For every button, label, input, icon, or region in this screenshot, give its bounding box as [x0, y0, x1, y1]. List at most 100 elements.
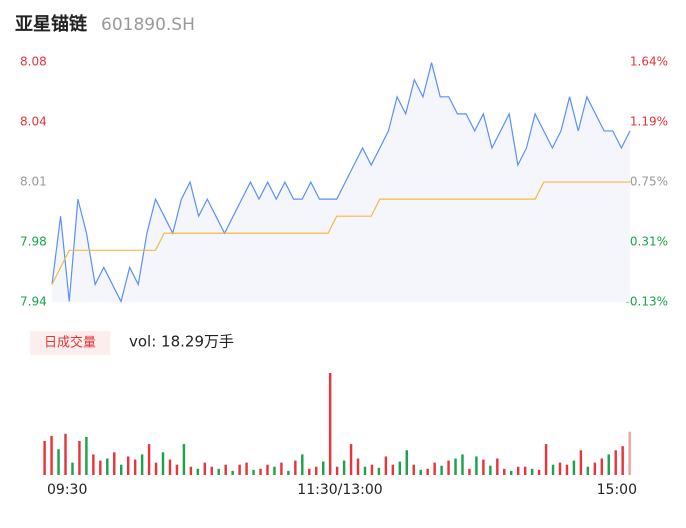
- volume-bar: [503, 468, 506, 475]
- volume-bar: [363, 466, 367, 475]
- volume-bar: [454, 458, 457, 475]
- volume-bar: [440, 465, 443, 475]
- volume-bar: [99, 460, 102, 475]
- volume-bar: [489, 465, 492, 475]
- volume-bar: [593, 462, 597, 475]
- volume-bar: [565, 464, 569, 475]
- volume-bar: [259, 468, 262, 475]
- volume-bar: [433, 462, 436, 475]
- volume-bar: [391, 464, 395, 475]
- volume-bar: [133, 459, 137, 475]
- volume-bar: [273, 466, 276, 475]
- volume-bar: [558, 462, 562, 475]
- volume-bar: [301, 454, 304, 475]
- volume-bar: [412, 464, 415, 475]
- x-tick-label: 09:30: [47, 482, 87, 498]
- volume-tag: 日成交量: [44, 335, 96, 351]
- volume-bar: [231, 470, 234, 475]
- y2-tick-label: 0.75%: [630, 175, 668, 189]
- volume-bar: [461, 454, 464, 475]
- volume-bar: [537, 469, 541, 475]
- volume-bar: [238, 464, 241, 475]
- volume-bar: [217, 468, 220, 475]
- volume-bar: [203, 462, 207, 475]
- price-line: [51, 62, 631, 304]
- y-tick-label: 8.01: [20, 175, 47, 189]
- y-tick-label: 8.08: [20, 55, 47, 69]
- volume-bar: [579, 450, 583, 475]
- volume-bar: [315, 466, 318, 475]
- volume-bar: [175, 464, 179, 475]
- y-tick-label: 7.98: [20, 234, 47, 248]
- volume-bar: [600, 458, 604, 475]
- y2-tick-label: 1.64%: [630, 55, 668, 69]
- volume-bar: [544, 444, 548, 475]
- volume-bar: [342, 460, 346, 475]
- volume-bar: [154, 462, 158, 475]
- volume-bar: [168, 459, 172, 475]
- volume-bar: [308, 468, 311, 475]
- volume-bar: [482, 459, 485, 475]
- y2-tick-label: 1.19%: [630, 115, 668, 129]
- y-tick-label: 8.04: [20, 115, 47, 129]
- volume-bar: [224, 464, 227, 475]
- volume-bar: [510, 470, 513, 475]
- volume-bar: [57, 449, 60, 475]
- volume-bar: [294, 460, 297, 475]
- volume-bar: [335, 466, 339, 475]
- volume-bar: [377, 467, 381, 475]
- volume-bar: [419, 469, 422, 475]
- volume-bar: [321, 461, 325, 475]
- volume-bar: [147, 444, 151, 475]
- y2-tick-label: 0.31%: [630, 235, 668, 249]
- y-tick-label: 7.94: [20, 295, 47, 309]
- volume-bar: [356, 458, 360, 475]
- volume-bar: [475, 456, 478, 475]
- volume-bar: [161, 452, 165, 475]
- volume-bar: [120, 464, 123, 475]
- volume-bar: [210, 466, 213, 475]
- volume-bar: [280, 462, 283, 475]
- volume-summary: vol: 18.29万手: [129, 333, 234, 351]
- volume-bar: [126, 456, 130, 475]
- volume-tag-bg: [30, 331, 110, 355]
- volume-bar: [140, 454, 144, 475]
- volume-bar: [384, 456, 388, 475]
- volume-bar: [551, 464, 555, 475]
- volume-bar: [92, 454, 95, 475]
- volume-bar: [106, 458, 109, 475]
- volume-bar: [287, 470, 290, 475]
- stock-code: 601890.SH: [101, 15, 195, 35]
- volume-bar: [523, 466, 527, 475]
- volume-bar: [516, 466, 520, 475]
- volume-bar: [43, 441, 46, 475]
- volume-bar: [252, 469, 255, 475]
- volume-bar: [196, 468, 200, 475]
- volume-bar: [530, 468, 534, 475]
- volume-bar: [50, 435, 53, 475]
- average-line: [51, 181, 630, 285]
- volume-bar: [370, 464, 374, 475]
- volume-bar: [426, 468, 429, 475]
- volume-bar: [266, 464, 269, 475]
- volume-bar: [607, 454, 610, 475]
- volume-bar: [447, 460, 450, 475]
- volume-bar: [71, 462, 74, 475]
- volume-bar: [405, 450, 408, 475]
- volume-bar: [496, 458, 499, 475]
- volume-bar: [586, 466, 590, 475]
- volume-bar: [328, 373, 332, 475]
- volume-bar: [113, 452, 116, 475]
- volume-bar: [621, 446, 624, 475]
- volume-bar: [78, 441, 81, 475]
- volume-bar: [64, 433, 67, 475]
- volume-bar: [189, 466, 193, 475]
- volume-bar: [85, 436, 88, 475]
- volume-bar: [628, 431, 631, 475]
- volume-bar: [614, 450, 617, 475]
- volume-bar: [572, 460, 576, 475]
- volume-bar: [398, 461, 402, 475]
- x-tick-label: 15:00: [597, 482, 637, 498]
- volume-bar: [468, 468, 471, 475]
